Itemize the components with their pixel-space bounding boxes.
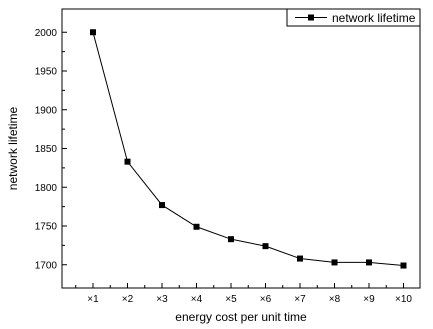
legend-label: network lifetime (332, 11, 416, 25)
y-tick-label: 1750 (35, 222, 58, 233)
y-tick-label: 1800 (35, 183, 58, 194)
data-point-×4 (193, 223, 200, 230)
data-point-×7 (297, 255, 303, 262)
y-tick-label: 1950 (35, 67, 58, 78)
x-tick-label: ×5 (225, 294, 237, 305)
legend-box (286, 8, 421, 27)
legend-marker-swatch (308, 14, 314, 21)
x-tick-label: ×10 (395, 294, 412, 305)
series-line (92, 32, 404, 267)
x-tick-label: ×2 (122, 294, 134, 305)
data-point-×1 (90, 29, 96, 36)
y-tick-label: 1900 (35, 105, 58, 116)
y-axis: 1700 1750 1800 1850 1900 1950 2000 (35, 28, 67, 271)
data-point-×5 (228, 236, 234, 243)
plot-frame (61, 8, 421, 289)
data-point-×9 (366, 259, 372, 266)
y-tick-label: 1850 (35, 144, 58, 155)
y-axis-title: network lifetime (6, 107, 20, 191)
data-point-×8 (331, 259, 338, 266)
y-tick-label: 1700 (35, 260, 58, 271)
legend: network lifetime (286, 8, 421, 27)
x-tick-label: ×4 (191, 294, 203, 305)
data-point-×3 (159, 202, 165, 209)
x-tick-label: ×6 (260, 294, 272, 305)
data-point-×10 (400, 262, 407, 269)
x-tick-label: ×1 (87, 294, 99, 305)
series-layer (90, 29, 407, 269)
data-point-×2 (124, 158, 131, 165)
x-tick-label: ×8 (329, 294, 341, 305)
x-axis-title: energy cost per unit time (175, 310, 307, 324)
y-tick-label: 2000 (35, 28, 58, 39)
x-axis: ×1 ×2 ×3 ×4 ×5 ×6 ×7 ×8 ×9 ×10 (75, 283, 412, 305)
x-tick-label: ×9 (363, 294, 375, 305)
data-point-×6 (262, 243, 269, 250)
x-tick-label: ×3 (156, 294, 168, 305)
x-tick-label: ×7 (294, 294, 306, 305)
